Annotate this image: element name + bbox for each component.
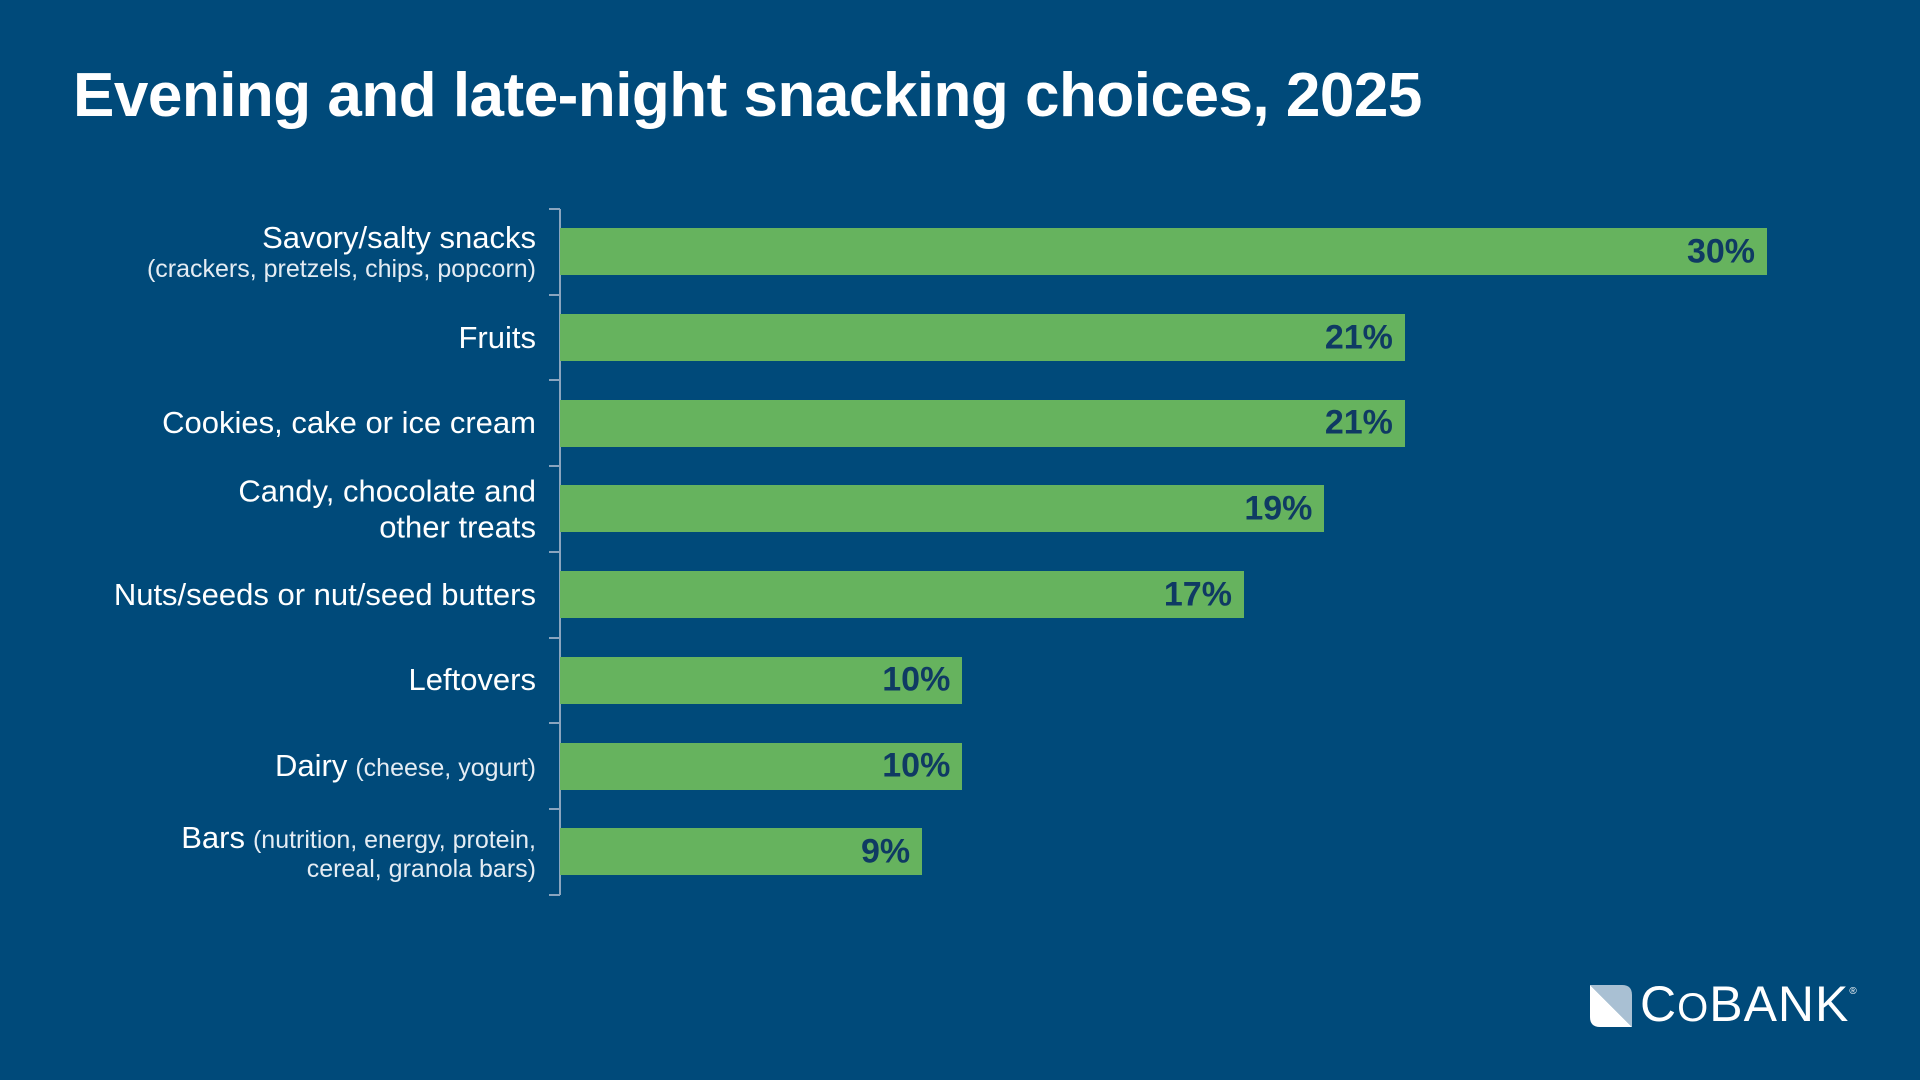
- y-axis-tick: [549, 807, 560, 810]
- y-axis-tick: [549, 893, 560, 896]
- category-label-main: Fruits: [458, 319, 537, 355]
- category-label: Candy, chocolate and other treats: [206, 473, 536, 544]
- category-label-detail: (cheese, yogurt): [355, 754, 536, 783]
- data-label: 21%: [1324, 318, 1393, 357]
- category-label: Nuts/seeds or nut/seed butters: [114, 577, 536, 613]
- category-label-detail: (nutrition, energy, protein, cereal, gra…: [252, 825, 536, 884]
- bar: 30%: [560, 228, 1767, 276]
- registered-mark: ®: [1849, 986, 1857, 997]
- data-label: 9%: [860, 832, 911, 871]
- category-label-main: Bars: [181, 819, 245, 855]
- data-label: 10%: [882, 660, 951, 699]
- data-label: 17%: [1163, 575, 1232, 614]
- bar: 9%: [560, 828, 923, 876]
- category-label: Dairy (cheese, yogurt): [275, 748, 536, 784]
- bar: 10%: [560, 656, 963, 704]
- y-axis-tick: [549, 293, 560, 296]
- y-axis-tick: [549, 722, 560, 725]
- y-axis-tick: [549, 379, 560, 382]
- cobank-logo: COBANK ®: [1590, 976, 1857, 1032]
- cobank-logo-icon: [1590, 985, 1632, 1027]
- data-label: 10%: [882, 746, 951, 785]
- data-label: 30%: [1686, 232, 1755, 271]
- category-label-main: Cookies, cake or ice cream: [162, 405, 536, 441]
- category-label-main: Candy, chocolate and other treats: [238, 473, 536, 544]
- bar: 19%: [560, 485, 1325, 533]
- chart-title: Evening and late-night snacking choices,…: [73, 61, 1422, 130]
- bar: 17%: [560, 571, 1244, 619]
- logo-wordmark: COBANK: [1640, 976, 1850, 1032]
- bar: 21%: [560, 314, 1405, 362]
- data-label: 21%: [1324, 403, 1393, 442]
- category-label-main: Nuts/seeds or nut/seed butters: [113, 576, 536, 612]
- category-label: Bars (nutrition, energy, protein, cereal,…: [166, 820, 536, 884]
- category-label: Savory/salty snacks (crackers, pretzels, …: [147, 220, 536, 284]
- category-label: Cookies, cake or ice cream: [162, 405, 536, 441]
- y-axis-tick: [549, 465, 560, 468]
- y-axis-tick: [549, 208, 560, 210]
- category-label: Leftovers: [408, 663, 536, 699]
- y-axis-tick: [549, 550, 560, 553]
- bar: 21%: [560, 399, 1405, 447]
- category-label-main: Dairy: [275, 748, 348, 784]
- category-label-main: Leftovers: [408, 662, 536, 698]
- category-label-main: Savory/salty snacks: [262, 219, 536, 255]
- category-label-detail: (crackers, pretzels, chips, popcorn): [146, 255, 536, 284]
- y-axis-line: [559, 209, 561, 895]
- bar: 10%: [560, 742, 963, 790]
- y-axis-tick: [549, 636, 560, 639]
- data-label: 19%: [1244, 489, 1313, 528]
- category-label: Fruits: [459, 320, 537, 356]
